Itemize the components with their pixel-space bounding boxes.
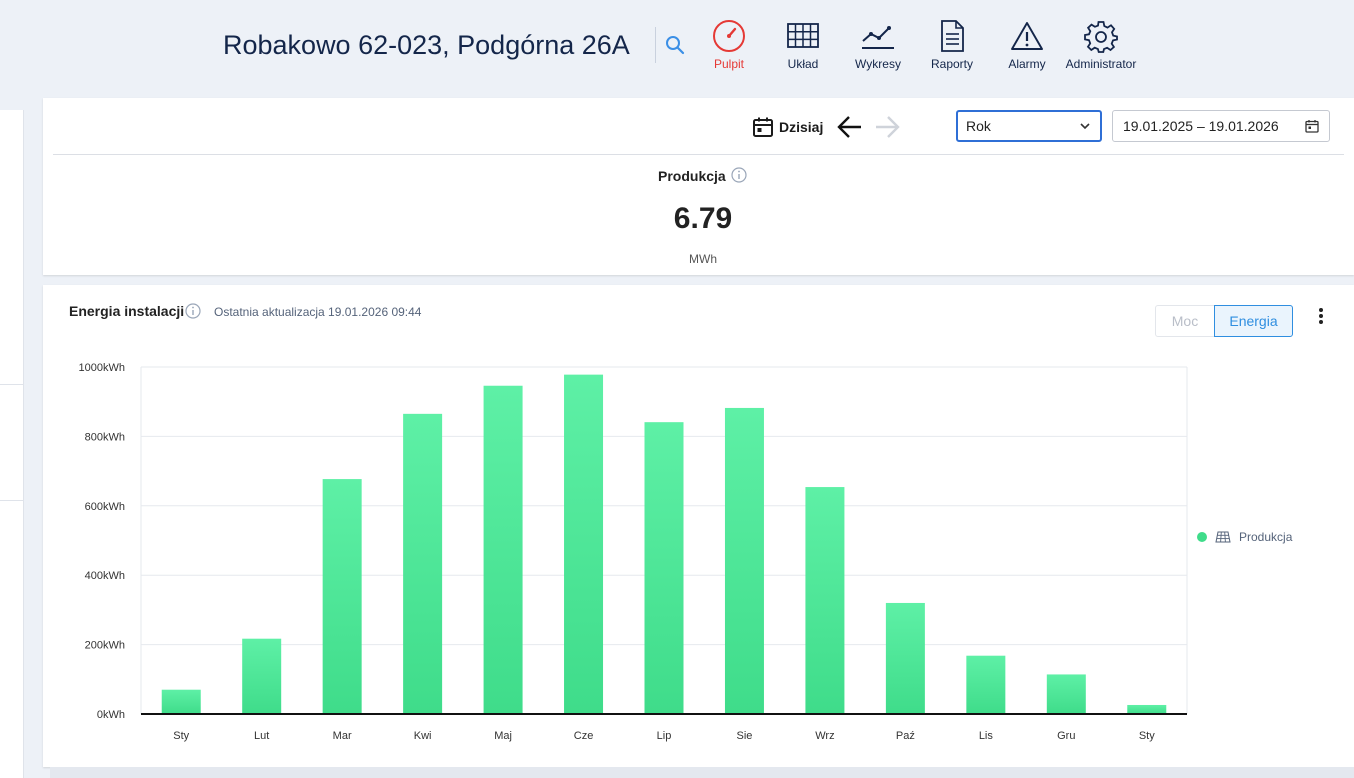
site-title: Robakowo 62-023, Podgórna 26A — [223, 30, 630, 60]
x-tick-label: Sie — [737, 730, 753, 742]
x-tick-label: Cze — [574, 730, 594, 742]
title-divider — [655, 27, 656, 63]
bar-2[interactable] — [242, 638, 282, 714]
gauge-icon — [713, 20, 745, 52]
x-tick-label: Paź — [896, 730, 915, 742]
chart-card: Energia instalacji Ostatnia aktualizacja… — [43, 285, 1354, 767]
more-vertical-icon — [1319, 308, 1323, 324]
chevron-down-icon — [1080, 122, 1090, 129]
bar-3[interactable] — [322, 479, 362, 714]
bar-1[interactable] — [161, 689, 201, 714]
gear-icon — [1084, 21, 1118, 53]
summary-card: Dzisiaj Rok 19.01.2025 – 19.01.2026 Prod… — [43, 98, 1354, 275]
nav-wykresy[interactable]: Wykresy — [851, 18, 905, 76]
next-period-button[interactable] — [874, 113, 902, 141]
date-range-input[interactable]: 19.01.2025 – 19.01.2026 — [1112, 110, 1330, 142]
today-button[interactable]: Dzisiaj — [752, 115, 823, 139]
last-update-text: Ostatnia aktualizacja 19.01.2026 09:44 — [214, 305, 422, 319]
x-tick-label: Gru — [1057, 730, 1075, 742]
nav-raporty-label: Raporty — [930, 57, 974, 71]
legend-dot — [1197, 532, 1207, 542]
more-options-button[interactable] — [1311, 306, 1331, 328]
header: Robakowo 62-023, Podgórna 26A Pulpit — [0, 0, 1354, 97]
arrow-right-icon — [876, 116, 900, 138]
bar-4[interactable] — [403, 413, 443, 714]
solar-panel-icon — [1215, 531, 1231, 543]
kpi-label: Produkcja — [658, 168, 726, 184]
energy-bar-chart: 0kWh 200kWh 400kWh 600kWh 800kWh 1000kWh Sty Lu… — [79, 362, 1188, 742]
x-tick-label: Mar — [333, 730, 352, 742]
date-range-value: 19.01.2025 – 19.01.2026 — [1123, 118, 1279, 134]
info-icon — [731, 167, 747, 183]
bar-12[interactable] — [1046, 674, 1086, 714]
y-tick-label: 400kWh — [85, 570, 125, 582]
chart-info-button[interactable] — [185, 303, 201, 324]
x-tick-label: Lip — [657, 730, 672, 742]
warning-icon — [1011, 22, 1043, 50]
document-icon — [941, 20, 964, 52]
bar-11[interactable] — [966, 655, 1006, 714]
kpi-unit: MWh — [689, 252, 717, 266]
calendar-icon — [1305, 120, 1319, 133]
kpi-value: 6.79 — [673, 202, 733, 235]
kpi-info-button[interactable] — [731, 167, 747, 188]
x-tick-label: Maj — [494, 730, 512, 742]
nav-pulpit[interactable]: Pulpit — [703, 18, 755, 76]
side-panel — [0, 110, 24, 778]
chart-title: Energia instalacji — [69, 303, 185, 319]
y-tick-label: 1000kWh — [79, 362, 125, 374]
legend-label: Produkcja — [1239, 530, 1293, 544]
x-tick-label: Wrz — [815, 730, 834, 742]
nav-alarmy-label: Alarmy — [1008, 57, 1046, 71]
x-tick-label: Kwi — [414, 730, 432, 742]
search-button[interactable] — [664, 34, 688, 58]
legend-item-produkcja[interactable]: Produkcja — [1197, 530, 1292, 544]
x-tick-label: Sty — [1139, 730, 1155, 742]
y-tick-label: 600kWh — [85, 501, 125, 513]
today-label: Dzisiaj — [779, 119, 824, 135]
x-tick-label: Sty — [173, 730, 189, 742]
x-tick-label: Lut — [254, 730, 269, 742]
nav-uklad[interactable]: Układ — [778, 18, 828, 76]
grid-icon — [787, 23, 819, 48]
bar-10[interactable] — [885, 602, 925, 714]
nav-uklad-label: Układ — [787, 57, 819, 71]
nav-wykresy-label: Wykresy — [855, 57, 901, 71]
info-icon — [185, 303, 201, 319]
calendar-icon — [753, 117, 773, 137]
bar-6[interactable] — [564, 374, 604, 714]
bar-13[interactable] — [1127, 704, 1167, 714]
y-tick-label: 0kWh — [97, 709, 125, 721]
bar-5[interactable] — [483, 385, 523, 714]
period-select[interactable]: Rok — [956, 110, 1102, 142]
nav-pulpit-label: Pulpit — [713, 57, 745, 71]
line-chart-icon — [862, 26, 894, 49]
arrow-left-icon — [837, 116, 861, 138]
nav-raporty[interactable]: Raporty — [926, 18, 978, 76]
nav-administrator[interactable]: Administrator — [1062, 18, 1140, 76]
side-panel-divider — [0, 384, 24, 385]
bar-9[interactable] — [805, 487, 845, 714]
nav-alarmy[interactable]: Alarmy — [1003, 18, 1051, 76]
previous-period-button[interactable] — [835, 113, 863, 141]
toolbar-divider — [53, 154, 1344, 155]
y-tick-label: 800kWh — [85, 431, 125, 443]
y-tick-label: 200kWh — [85, 640, 125, 652]
x-tick-label: Lis — [979, 730, 994, 742]
next-card-edge — [50, 767, 1354, 778]
bar-8[interactable] — [724, 407, 764, 714]
period-select-value: Rok — [966, 118, 991, 134]
side-panel-divider — [0, 500, 24, 501]
bar-7[interactable] — [644, 422, 684, 714]
search-icon — [666, 36, 685, 55]
nav-administrator-label: Administrator — [1065, 57, 1137, 71]
toggle-energy[interactable]: Energia — [1214, 305, 1293, 337]
